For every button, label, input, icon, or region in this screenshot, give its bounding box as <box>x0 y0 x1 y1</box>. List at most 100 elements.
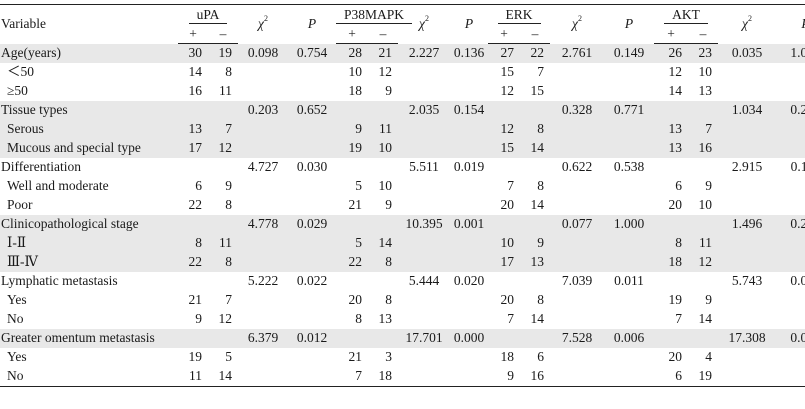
table-row: Ⅲ-Ⅳ 22 8 22 8 17 13 18 12 <box>0 253 805 272</box>
count-cell <box>178 215 208 234</box>
positive-header: + <box>336 24 368 44</box>
count-cell <box>336 158 368 177</box>
count-cell: 7 <box>688 120 718 139</box>
count-cell: 17 <box>178 139 208 158</box>
table-header: Variable uPA χ2 P P38MAPK χ2 P ERK χ2 P … <box>0 4 805 44</box>
count-cell: 22 <box>336 253 368 272</box>
p-value-cell <box>776 367 805 387</box>
count-cell: 19 <box>208 43 238 63</box>
chi-square-header: χ2 <box>718 4 776 44</box>
count-cell <box>368 272 398 291</box>
p-value-cell <box>776 177 805 196</box>
p-value-cell <box>288 63 336 82</box>
count-cell: 22 <box>188 197 203 212</box>
count-cell <box>336 329 368 348</box>
count-cell: 8 <box>654 234 688 253</box>
negative-header: – <box>688 24 718 44</box>
count-cell: 6 <box>654 367 688 387</box>
chi-square-cell <box>550 63 604 82</box>
p-value-cell <box>604 253 654 272</box>
count-cell: 15 <box>530 83 545 98</box>
chi-square-cell <box>238 291 288 310</box>
p-value-cell: 0.154 <box>450 101 488 120</box>
count-cell: 14 <box>530 311 545 326</box>
chi-square-cell <box>550 139 604 158</box>
count-cell: 9 <box>225 178 232 193</box>
count-cell <box>178 272 208 291</box>
p-value-cell: 0.030 <box>296 159 328 174</box>
count-cell: 12 <box>688 253 718 272</box>
count-cell: 5 <box>355 178 362 193</box>
p-value-cell: 0.116 <box>790 159 805 174</box>
count-cell <box>488 329 520 348</box>
p-value-cell <box>604 234 654 253</box>
count-cell <box>688 158 718 177</box>
count-cell: 16 <box>688 139 718 158</box>
count-cell: 8 <box>225 64 232 79</box>
chi-square-cell <box>238 367 288 387</box>
count-cell: 13 <box>178 120 208 139</box>
chi-square-cell: 5.511 <box>409 159 439 174</box>
chi-square-cell: 0.098 <box>238 43 288 63</box>
p-value-cell: 1.000 <box>776 43 805 63</box>
p-value-cell <box>776 291 805 310</box>
count-cell <box>208 158 238 177</box>
count-cell: 5 <box>225 349 232 364</box>
count-cell <box>520 272 550 291</box>
count-cell <box>336 272 368 291</box>
p-value-cell <box>604 82 654 101</box>
count-cell <box>520 329 550 348</box>
chi-square-cell: 0.328 <box>550 101 604 120</box>
p-value-cell <box>776 82 805 101</box>
count-cell: 9 <box>385 197 392 212</box>
table-row: Well and moderate 6 9 5 10 7 8 6 9 <box>0 177 805 196</box>
chi-square-cell <box>398 120 450 139</box>
chi-square-cell: 2.035 <box>398 101 450 120</box>
variable-header: Variable <box>0 4 178 44</box>
count-cell: 18 <box>654 253 688 272</box>
count-cell: 14 <box>368 234 398 253</box>
p-value-cell: 0.000 <box>450 329 488 348</box>
count-cell: 7 <box>507 311 514 326</box>
count-cell: 12 <box>218 311 233 326</box>
p-value-cell <box>604 348 654 367</box>
chi-square-cell <box>718 177 776 196</box>
chi-square-cell: 17.701 <box>398 329 450 348</box>
count-cell: 14 <box>188 64 203 79</box>
count-cell <box>368 329 398 348</box>
count-cell: 8 <box>208 253 238 272</box>
count-cell <box>654 215 688 234</box>
chi-square-cell <box>718 310 776 329</box>
chi-square-cell: 0.622 <box>561 159 593 174</box>
p-value-cell <box>450 234 488 253</box>
count-cell: 6 <box>537 349 544 364</box>
count-cell: 21 <box>368 43 398 63</box>
count-cell <box>368 101 398 120</box>
count-cell <box>336 101 368 120</box>
count-cell: 13 <box>698 83 713 98</box>
chi-square-cell <box>550 120 604 139</box>
chi-square-cell <box>550 291 604 310</box>
p-value-cell: 0.149 <box>604 43 654 63</box>
chi-square-cell <box>550 177 604 196</box>
chi-square-cell <box>718 63 776 82</box>
p-value-cell: 0.006 <box>604 329 654 348</box>
count-cell <box>688 101 718 120</box>
group-header-akt: AKT <box>654 4 718 24</box>
p-value-cell: 0.020 <box>453 273 485 288</box>
count-cell: 21 <box>348 197 363 212</box>
count-cell: 11 <box>688 234 718 253</box>
chi-square-cell <box>238 234 288 253</box>
row-label: Yes <box>7 292 27 307</box>
chi-square-cell <box>718 234 776 253</box>
chi-square-cell: 2.227 <box>398 43 450 63</box>
chi-square-cell <box>718 82 776 101</box>
data-table: Variable uPA χ2 P P38MAPK χ2 P ERK χ2 P … <box>0 4 805 387</box>
table-row: No 11 14 7 18 9 16 6 19 <box>0 367 805 387</box>
table-row: Age(years) 30 19 0.098 0.754 28 21 2.227 0.136 27… <box>0 43 805 63</box>
count-cell: 6 <box>195 178 202 193</box>
count-cell: 18 <box>368 367 398 387</box>
table-row: Lymphatic metastasis 5.222 0.022 5.444 0.020… <box>0 272 805 291</box>
chi-square-cell: 1.496 <box>718 215 776 234</box>
table-row: Differentiation 4.727 0.030 5.511 0.019 0.622… <box>0 158 805 177</box>
